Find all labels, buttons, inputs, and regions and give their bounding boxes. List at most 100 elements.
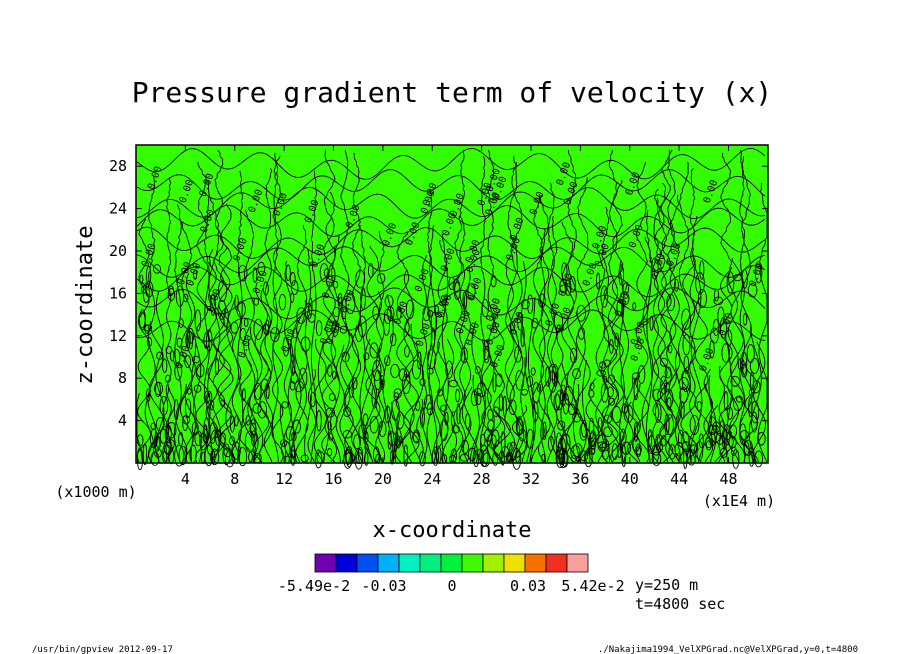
contour-loop bbox=[241, 388, 246, 401]
contour-loop bbox=[526, 428, 535, 449]
contour-loop bbox=[611, 443, 618, 460]
contour-loop bbox=[596, 272, 601, 290]
contour-loop bbox=[395, 428, 402, 448]
contour-loop bbox=[142, 282, 150, 303]
contour-loop bbox=[384, 355, 391, 367]
contour-loop bbox=[481, 298, 489, 318]
contour-loop bbox=[588, 432, 597, 448]
contour-loop bbox=[265, 319, 270, 336]
contour-loop bbox=[342, 430, 353, 439]
contour-line bbox=[359, 224, 367, 463]
contour-line bbox=[433, 341, 441, 463]
contour-line bbox=[610, 179, 625, 463]
contour-loop bbox=[476, 382, 487, 398]
contour-loop bbox=[465, 413, 471, 430]
contour-line bbox=[339, 149, 351, 463]
contour-line bbox=[136, 246, 766, 278]
contour-loop bbox=[328, 393, 336, 402]
contour-line bbox=[469, 320, 486, 463]
contour-line bbox=[441, 338, 455, 463]
contour-loop bbox=[384, 405, 391, 424]
contour-loop bbox=[483, 429, 493, 442]
contour-loop bbox=[174, 361, 183, 381]
contour-loop bbox=[725, 329, 733, 347]
contour-loop bbox=[742, 312, 748, 326]
contour-loop bbox=[437, 389, 444, 397]
contour-loop bbox=[452, 279, 461, 293]
contour-loop bbox=[709, 339, 715, 359]
contour-loop bbox=[368, 262, 374, 279]
contour-loop bbox=[136, 447, 144, 471]
contour-loop bbox=[155, 417, 165, 432]
contour-loop bbox=[621, 444, 627, 468]
contour-loop bbox=[696, 400, 702, 412]
contour-loop bbox=[603, 414, 613, 424]
contour-loop bbox=[530, 367, 536, 376]
contour-loop bbox=[159, 428, 168, 444]
contour-loop bbox=[696, 440, 704, 461]
contour-loop bbox=[685, 449, 691, 459]
contour-line bbox=[179, 221, 194, 463]
contour-loop bbox=[319, 263, 329, 283]
contour-loop bbox=[678, 376, 689, 391]
contour-loop bbox=[278, 293, 287, 311]
contour-line bbox=[377, 230, 386, 463]
contour-loop bbox=[332, 306, 341, 318]
contour-loop bbox=[173, 399, 179, 421]
contour-loop bbox=[187, 328, 195, 344]
x-tick-label: 4 bbox=[181, 470, 190, 488]
contour-loop bbox=[405, 299, 415, 320]
contour-loop bbox=[419, 451, 426, 467]
x-axis-label: x-coordinate bbox=[373, 518, 532, 543]
plot-frame bbox=[135, 144, 769, 464]
contour-loop bbox=[280, 440, 291, 458]
contour-loop bbox=[665, 414, 674, 436]
colorbar-swatch bbox=[545, 553, 568, 573]
contour-loop bbox=[328, 433, 334, 441]
contour-loop bbox=[142, 443, 148, 466]
plot-area: 0.00 0.000.000.000.000.000.000.000.000.00… bbox=[135, 144, 769, 471]
contour-loop bbox=[695, 272, 705, 295]
contour-loop bbox=[600, 383, 609, 403]
contour-loop bbox=[439, 419, 449, 442]
y-axis: 4 8 12 16 20 24 28 bbox=[109, 157, 768, 430]
contour-loop bbox=[480, 433, 486, 447]
contour-loop bbox=[178, 445, 188, 466]
contour-loop bbox=[553, 311, 564, 332]
contour-loop bbox=[474, 366, 481, 375]
contour-line bbox=[680, 254, 698, 463]
contour-loop bbox=[460, 347, 468, 364]
contour-loop bbox=[164, 374, 171, 383]
contour-loop bbox=[236, 301, 246, 318]
contour-loop bbox=[252, 403, 262, 414]
contour-loop bbox=[156, 351, 163, 361]
contour-loop bbox=[516, 418, 525, 436]
contour-loop bbox=[202, 425, 208, 444]
x-tick-label: 28 bbox=[473, 470, 491, 488]
contour-line bbox=[136, 169, 766, 201]
contour-loop bbox=[191, 355, 201, 364]
contour-loop bbox=[223, 447, 232, 458]
contour-loop bbox=[220, 432, 227, 444]
contour-loop bbox=[434, 305, 439, 315]
contour-line bbox=[537, 194, 551, 463]
contour-loop bbox=[608, 397, 615, 406]
contour-loop bbox=[572, 412, 582, 423]
contour-loop bbox=[265, 383, 270, 400]
contour-loop bbox=[314, 449, 323, 469]
contour-loop bbox=[531, 317, 539, 329]
contour-loop bbox=[396, 305, 402, 320]
colorbar-swatch bbox=[566, 553, 589, 573]
contour-loop bbox=[445, 360, 454, 379]
contour-loop bbox=[371, 385, 378, 409]
contour-loop bbox=[444, 411, 449, 426]
contour-loop bbox=[557, 420, 566, 431]
contour-loop bbox=[507, 453, 512, 461]
contour-line bbox=[693, 296, 710, 463]
contour-loop bbox=[144, 281, 154, 298]
contour-line bbox=[154, 290, 165, 463]
contour-loop bbox=[210, 293, 216, 316]
footer-right: ./Nakajima1994_VelXPGrad.nc@VelXPGrad,y=… bbox=[598, 645, 858, 654]
contour-loop bbox=[637, 365, 646, 384]
contour-line bbox=[403, 317, 420, 463]
